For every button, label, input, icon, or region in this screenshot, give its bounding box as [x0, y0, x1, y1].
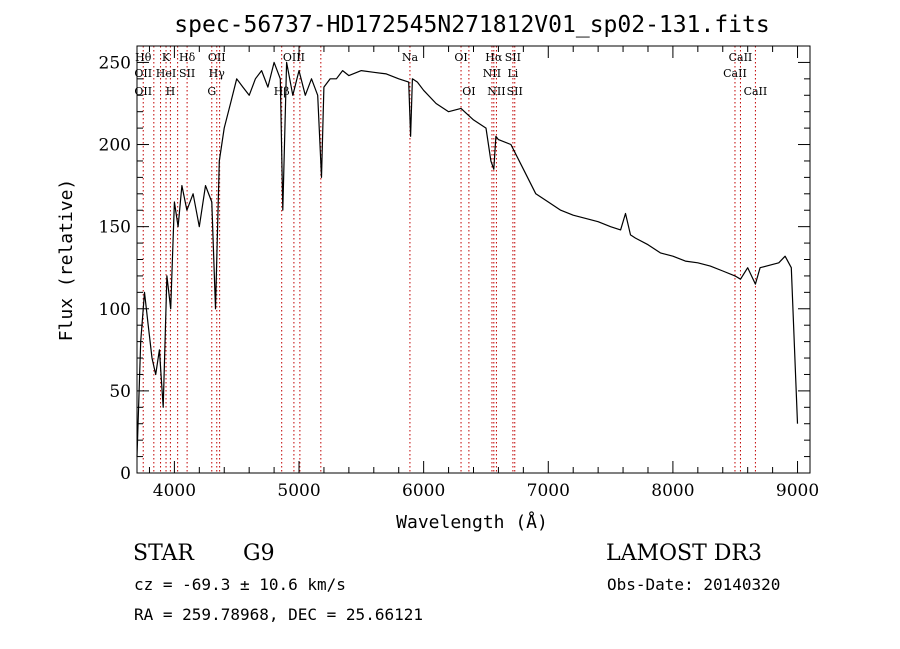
line-label: K [162, 51, 171, 64]
x-tick-label: 8000 [651, 481, 694, 501]
line-label: Na [402, 51, 419, 64]
x-tick-label: 4000 [153, 481, 196, 501]
x-axis-label: Wavelength (Å) [396, 511, 548, 533]
line-label: SII [179, 67, 195, 80]
chart-title: spec-56737-HD172545N271812V01_sp02-131.f… [174, 12, 769, 38]
line-label: OII [134, 67, 152, 80]
redshift-label: cz = -69.3 ± 10.6 km/s [134, 575, 346, 594]
plot-frame [136, 45, 811, 474]
line-label: Hβ [274, 85, 290, 98]
line-label: G [207, 85, 216, 98]
line-label: Hδ [179, 51, 196, 64]
axis-ticks: 4000 5000 6000 7000 8000 9000 0 50 100 150 200 250 [99, 46, 819, 501]
y-tick-label: 150 [99, 218, 131, 238]
x-tick-label: 6000 [402, 481, 445, 501]
line-label: NII [487, 85, 505, 98]
line-label: Hθ [135, 51, 152, 64]
x-tick-label: 5000 [277, 481, 320, 501]
line-labels: Hθ OII OII K HeI H Hδ SII G OII Hγ Hβ OIII Na OI OI NII H… [134, 51, 767, 98]
line-label: SII [505, 51, 521, 64]
line-label: Hα [485, 51, 503, 64]
line-label: Hγ [209, 67, 226, 80]
line-label: Li [507, 67, 518, 80]
series-layer [136, 61, 799, 457]
obs-date-label: Obs-Date: 20140320 [607, 575, 780, 594]
line-label: HeI [156, 67, 176, 80]
line-markers [142, 46, 756, 473]
line-label: OII [134, 85, 152, 98]
line-label: CaII [729, 51, 753, 64]
line-label: OI [454, 51, 467, 64]
y-tick-label: 200 [99, 136, 131, 156]
line-label: CaII [723, 67, 747, 80]
line-label: OIII [283, 51, 305, 64]
x-tick-label: 7000 [527, 481, 570, 501]
line-label: NII [483, 67, 501, 80]
x-tick-label: 9000 [776, 481, 819, 501]
line-label: CaII [744, 85, 768, 98]
line-label: H [166, 85, 176, 98]
radec-label: RA = 259.78968, DEC = 25.66121 [134, 605, 423, 624]
y-tick-label: 100 [99, 300, 131, 320]
line-label: SII [507, 85, 523, 98]
line-label: OI [462, 85, 475, 98]
y-tick-label: 50 [109, 382, 131, 402]
subclass-label: G9 [243, 541, 275, 566]
y-axis-label: Flux (relative) [56, 179, 77, 342]
y-tick-label: 0 [120, 464, 131, 484]
y-tick-label: 250 [99, 53, 131, 73]
series-line-spectrum [136, 61, 799, 457]
class-label: STAR [133, 541, 195, 566]
line-label: OII [208, 51, 226, 64]
survey-label: LAMOST DR3 [606, 541, 762, 566]
